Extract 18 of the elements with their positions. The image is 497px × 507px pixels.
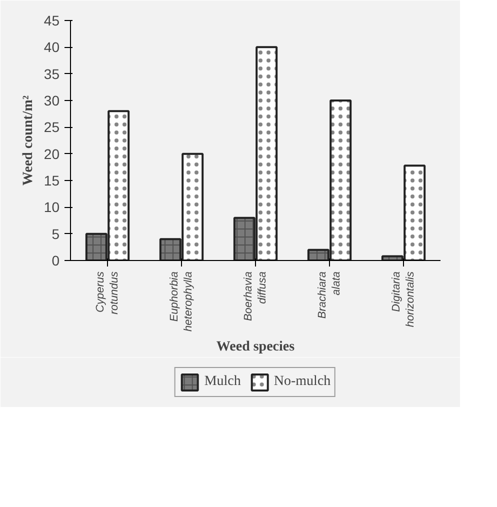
- y-tick-label: 15: [44, 172, 60, 188]
- y-tick-label: 40: [44, 39, 60, 56]
- y-tick-label: 35: [44, 66, 60, 82]
- y-axis-title: Weed count/m²: [20, 95, 36, 186]
- legend-label: Mulch: [204, 374, 241, 390]
- x-tick-label: Cyperus rotundus: [94, 271, 121, 314]
- y-tick-label: 5: [52, 226, 60, 242]
- x-tick-label: Brachiara alata: [316, 271, 343, 319]
- y-tick-label: 10: [44, 199, 60, 216]
- y-tick-label: 0: [52, 252, 60, 268]
- x-axis-title: Weed species: [216, 339, 296, 354]
- legend-label: No-mulch: [274, 374, 331, 390]
- x-tick-label: Digitaria horizontalis: [390, 271, 417, 328]
- y-tick-label: 45: [44, 12, 60, 28]
- x-tick-label: Boerhavia diffusa: [242, 271, 269, 322]
- y-tick-label: 30: [44, 92, 60, 108]
- y-tick-label: 25: [44, 119, 60, 136]
- y-tick-label: 20: [44, 146, 60, 162]
